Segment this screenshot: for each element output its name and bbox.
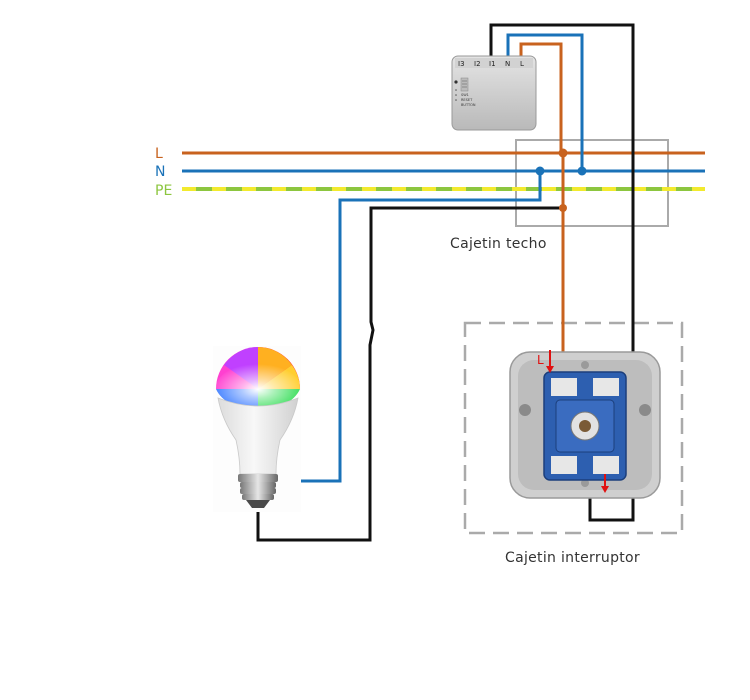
neutral-junction-dot-bulb xyxy=(535,166,545,176)
neutral-bus-label: N xyxy=(155,164,165,180)
switched-junction-dot xyxy=(559,204,567,212)
terminal-label: I1 xyxy=(489,60,496,68)
terminal-label: L xyxy=(520,60,524,68)
live-bus-label: L xyxy=(155,146,163,162)
switch-marker-label: L xyxy=(537,353,544,367)
module-mark: SW1 xyxy=(461,93,469,97)
module-mark: BUTTON xyxy=(461,103,476,107)
module-mark: RESET xyxy=(461,98,473,102)
terminal-label: I3 xyxy=(458,60,465,68)
live-junction-dot xyxy=(558,148,568,158)
module-switch-return-wire xyxy=(489,23,635,522)
wall-switch-mechanism-icon xyxy=(509,351,661,499)
ceiling-junction-box xyxy=(515,139,669,227)
neutral-junction-dot-module xyxy=(577,166,587,176)
terminal-label: I2 xyxy=(474,60,481,68)
rgb-led-bulb-icon xyxy=(213,346,301,512)
bulb-switched-wire xyxy=(256,206,563,542)
module-terminal-labels: I3 I2 I1 N L xyxy=(458,60,524,68)
switch-live-marker: L xyxy=(537,350,554,373)
terminal-label: N xyxy=(505,60,510,68)
switch-junction-box xyxy=(463,321,684,535)
bulb-neutral-wire xyxy=(276,171,542,483)
switch-box-caption: Cajetin interruptor xyxy=(505,550,640,566)
module-neutral-wire xyxy=(506,33,584,171)
module-live-wire xyxy=(519,42,563,153)
ceiling-box-caption: Cajetin techo xyxy=(450,236,547,252)
earth-bus-label: PE xyxy=(155,183,172,199)
switch-output-marker xyxy=(601,474,609,493)
smart-relay-module-icon: I3 I2 I1 N L SW1 RESET BUTTON xyxy=(451,55,537,131)
